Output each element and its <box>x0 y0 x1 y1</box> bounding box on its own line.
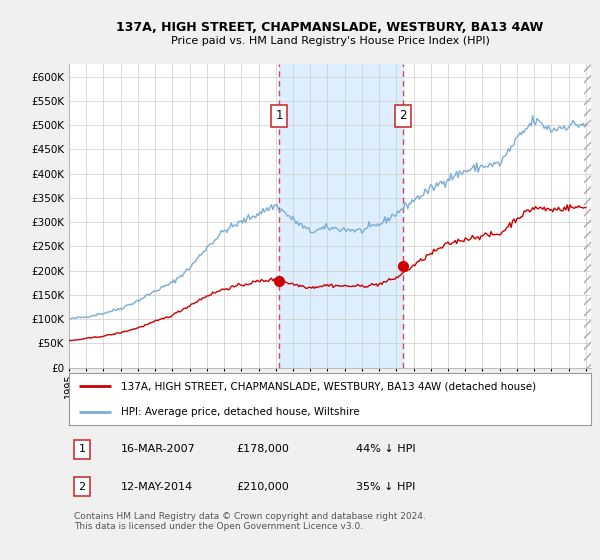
Bar <box>280 64 403 368</box>
Text: 12-MAY-2014: 12-MAY-2014 <box>121 482 193 492</box>
Bar <box>584 64 591 368</box>
Text: £178,000: £178,000 <box>236 444 289 454</box>
Text: Price paid vs. HM Land Registry's House Price Index (HPI): Price paid vs. HM Land Registry's House … <box>170 36 490 46</box>
Text: 44% ↓ HPI: 44% ↓ HPI <box>356 444 416 454</box>
Bar <box>584 64 593 368</box>
Text: 137A, HIGH STREET, CHAPMANSLADE, WESTBURY, BA13 4AW (detached house): 137A, HIGH STREET, CHAPMANSLADE, WESTBUR… <box>121 381 536 391</box>
Text: 137A, HIGH STREET, CHAPMANSLADE, WESTBURY, BA13 4AW: 137A, HIGH STREET, CHAPMANSLADE, WESTBUR… <box>116 21 544 34</box>
Text: 35% ↓ HPI: 35% ↓ HPI <box>356 482 415 492</box>
Text: 16-MAR-2007: 16-MAR-2007 <box>121 444 196 454</box>
Text: 2: 2 <box>399 109 406 123</box>
Text: 1: 1 <box>79 444 86 454</box>
Text: HPI: Average price, detached house, Wiltshire: HPI: Average price, detached house, Wilt… <box>121 407 360 417</box>
Text: £210,000: £210,000 <box>236 482 289 492</box>
Text: Contains HM Land Registry data © Crown copyright and database right 2024.
This d: Contains HM Land Registry data © Crown c… <box>74 512 426 531</box>
Text: 1: 1 <box>275 109 283 123</box>
Text: 2: 2 <box>79 482 86 492</box>
